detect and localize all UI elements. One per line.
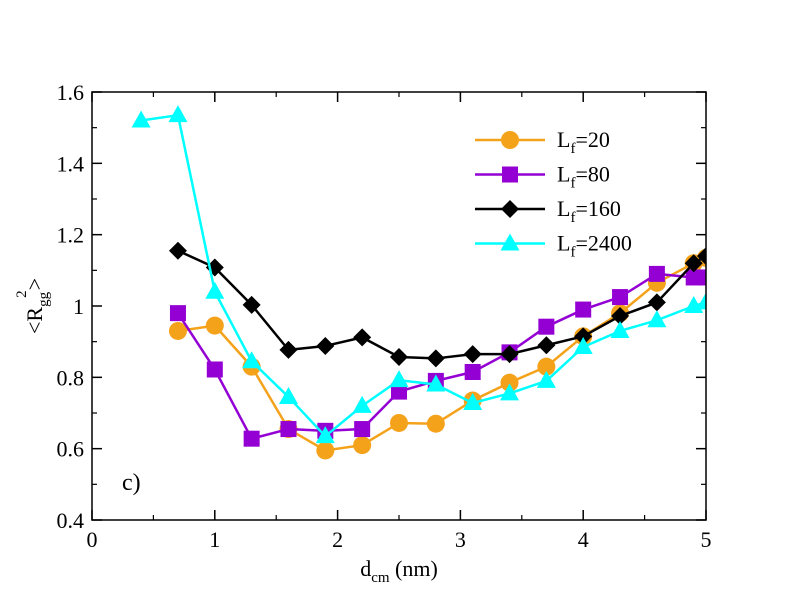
data-point — [500, 345, 519, 364]
data-point — [131, 110, 151, 128]
legend-label: Lf=20 — [557, 127, 610, 157]
x-tick-label: 1 — [209, 527, 220, 552]
data-point — [648, 265, 665, 282]
data-point — [205, 316, 224, 335]
panel-label: c) — [122, 470, 141, 496]
series-line — [176, 272, 706, 440]
data-point — [463, 345, 482, 364]
legend-marker — [502, 166, 518, 183]
data-point — [389, 370, 409, 388]
data-point — [168, 105, 188, 123]
data-point — [278, 386, 298, 404]
x-axis-label: dcm (nm) — [360, 556, 438, 586]
data-point — [647, 293, 666, 312]
data-point — [242, 295, 261, 314]
x-tick-label: 4 — [578, 527, 589, 552]
data-point — [242, 351, 262, 369]
data-point — [697, 247, 706, 266]
series-lf-2400 — [131, 105, 706, 444]
data-point — [206, 361, 223, 378]
y-tick-label: 0.6 — [57, 437, 85, 462]
data-point — [573, 337, 593, 355]
legend-label: Lf=2400 — [557, 231, 632, 261]
data-point — [353, 328, 372, 347]
y-tick-label: 1 — [73, 294, 84, 319]
y-tick-label: 1.4 — [57, 151, 85, 176]
data-point — [316, 336, 335, 355]
data-point — [500, 383, 520, 401]
data-point — [684, 254, 703, 273]
data-point — [390, 413, 408, 432]
data-point — [280, 421, 297, 438]
legend-entry: Lf=20 — [475, 127, 610, 157]
data-point — [574, 327, 593, 346]
plot-frame — [91, 91, 707, 521]
series-lf-80 — [169, 265, 706, 447]
legend-label: Lf=160 — [557, 196, 621, 226]
legend-entry: Lf=80 — [475, 162, 610, 192]
data-point — [538, 318, 555, 335]
data-point — [426, 414, 445, 433]
data-point — [390, 348, 408, 367]
data-point — [426, 349, 445, 368]
data-point — [685, 269, 702, 286]
data-point — [463, 393, 483, 411]
legend-marker — [501, 131, 519, 149]
data-point — [611, 306, 630, 325]
series-line — [177, 256, 706, 452]
data-point — [426, 374, 446, 392]
x-tick-label: 2 — [332, 527, 343, 552]
data-point — [647, 310, 667, 328]
data-point — [612, 289, 629, 306]
series-lf-160 — [168, 241, 706, 368]
y-axis-label: <Rgg2> — [14, 278, 52, 334]
data-point — [698, 269, 706, 286]
y-tick-label: 0.4 — [57, 508, 85, 533]
data-point — [169, 305, 186, 322]
x-tick-label: 0 — [87, 527, 98, 552]
data-point — [316, 441, 335, 460]
data-point — [352, 395, 372, 413]
data-point — [353, 436, 372, 455]
data-point — [500, 373, 519, 392]
y-tick-label: 1.2 — [57, 223, 85, 248]
data-point — [536, 370, 556, 388]
legend-marker — [500, 233, 520, 251]
data-point — [391, 383, 407, 400]
series-line — [177, 249, 706, 360]
legend: Lf=20 Lf=80 Lf=160 Lf=2400 — [475, 127, 632, 261]
data-point — [537, 336, 556, 355]
data-point — [168, 241, 187, 260]
legend-label: Lf=80 — [557, 162, 610, 192]
data-point — [168, 321, 187, 340]
legend-entry: Lf=2400 — [475, 231, 632, 261]
legend-entry: Lf=160 — [475, 196, 621, 226]
data-point — [315, 426, 335, 444]
ticks-layer: 0 1 2 3 4 5 0.4 0.6 0.8 1 1.2 1.4 1.6 — [57, 80, 712, 552]
data-point — [696, 292, 706, 310]
x-tick-label: 5 — [701, 527, 712, 552]
data-point — [537, 357, 556, 376]
series-layer — [131, 105, 706, 460]
y-tick-label: 0.8 — [57, 365, 85, 390]
data-point — [279, 340, 298, 359]
data-point — [575, 301, 592, 318]
data-point — [464, 363, 481, 380]
y-tick-label: 1.6 — [57, 80, 85, 105]
legend-marker — [501, 200, 519, 218]
data-point — [243, 430, 260, 447]
data-point — [205, 281, 225, 299]
data-point — [610, 320, 630, 338]
x-tick-label: 3 — [455, 527, 466, 552]
data-point — [354, 421, 371, 438]
